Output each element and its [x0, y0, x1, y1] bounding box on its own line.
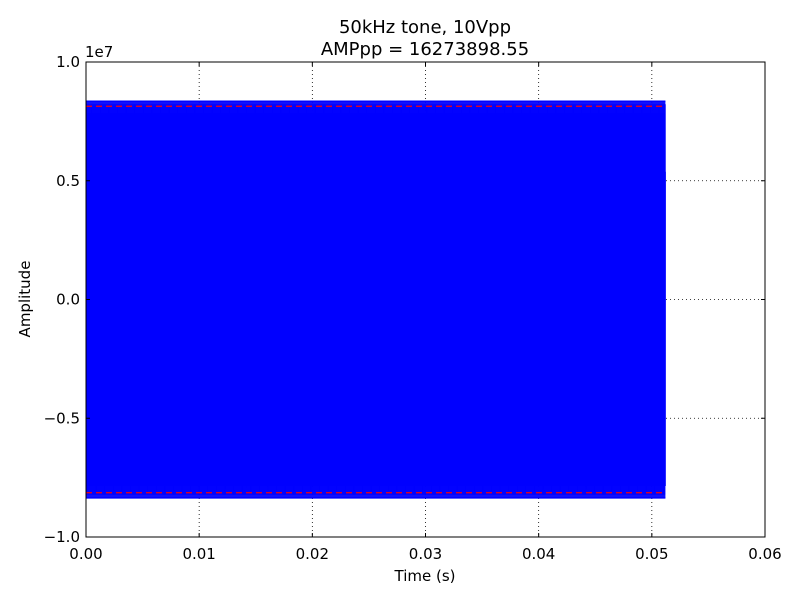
series-layer — [85, 100, 666, 499]
series-envelope — [86, 101, 666, 498]
chart-title-line-2: AMPpp = 16273898.55 — [321, 39, 529, 60]
x-tick-label: 0.04 — [522, 545, 555, 563]
y-tick-label: −1.0 — [44, 528, 80, 546]
x-tick-label: 0.02 — [296, 545, 329, 563]
y-tick-label: 0.0 — [56, 291, 80, 309]
x-tick-label: 0.01 — [182, 545, 215, 563]
y-offset-label: 1e7 — [85, 43, 113, 61]
x-tick-label: 0.00 — [69, 545, 102, 563]
tick-marks — [85, 61, 766, 538]
y-tick-label: −0.5 — [44, 409, 80, 427]
x-tick-label: 0.03 — [409, 545, 442, 563]
reference-lines — [86, 105, 666, 494]
x-tick-label: 0.05 — [635, 545, 668, 563]
chart-title-line-1: 50kHz tone, 10Vpp — [339, 17, 511, 38]
y-tick-label: 0.5 — [56, 172, 80, 190]
y-tick-label: 1.0 — [56, 53, 80, 71]
x-tick-labels: 0.00 0.01 0.02 0.03 0.04 0.05 0.06 — [69, 545, 781, 563]
y-tick-labels: 1.0 0.5 0.0 −0.5 −1.0 — [44, 53, 80, 546]
y-axis-label: Amplitude — [16, 261, 34, 338]
x-axis-label: Time (s) — [394, 567, 456, 585]
x-tick-label: 0.06 — [748, 545, 781, 563]
